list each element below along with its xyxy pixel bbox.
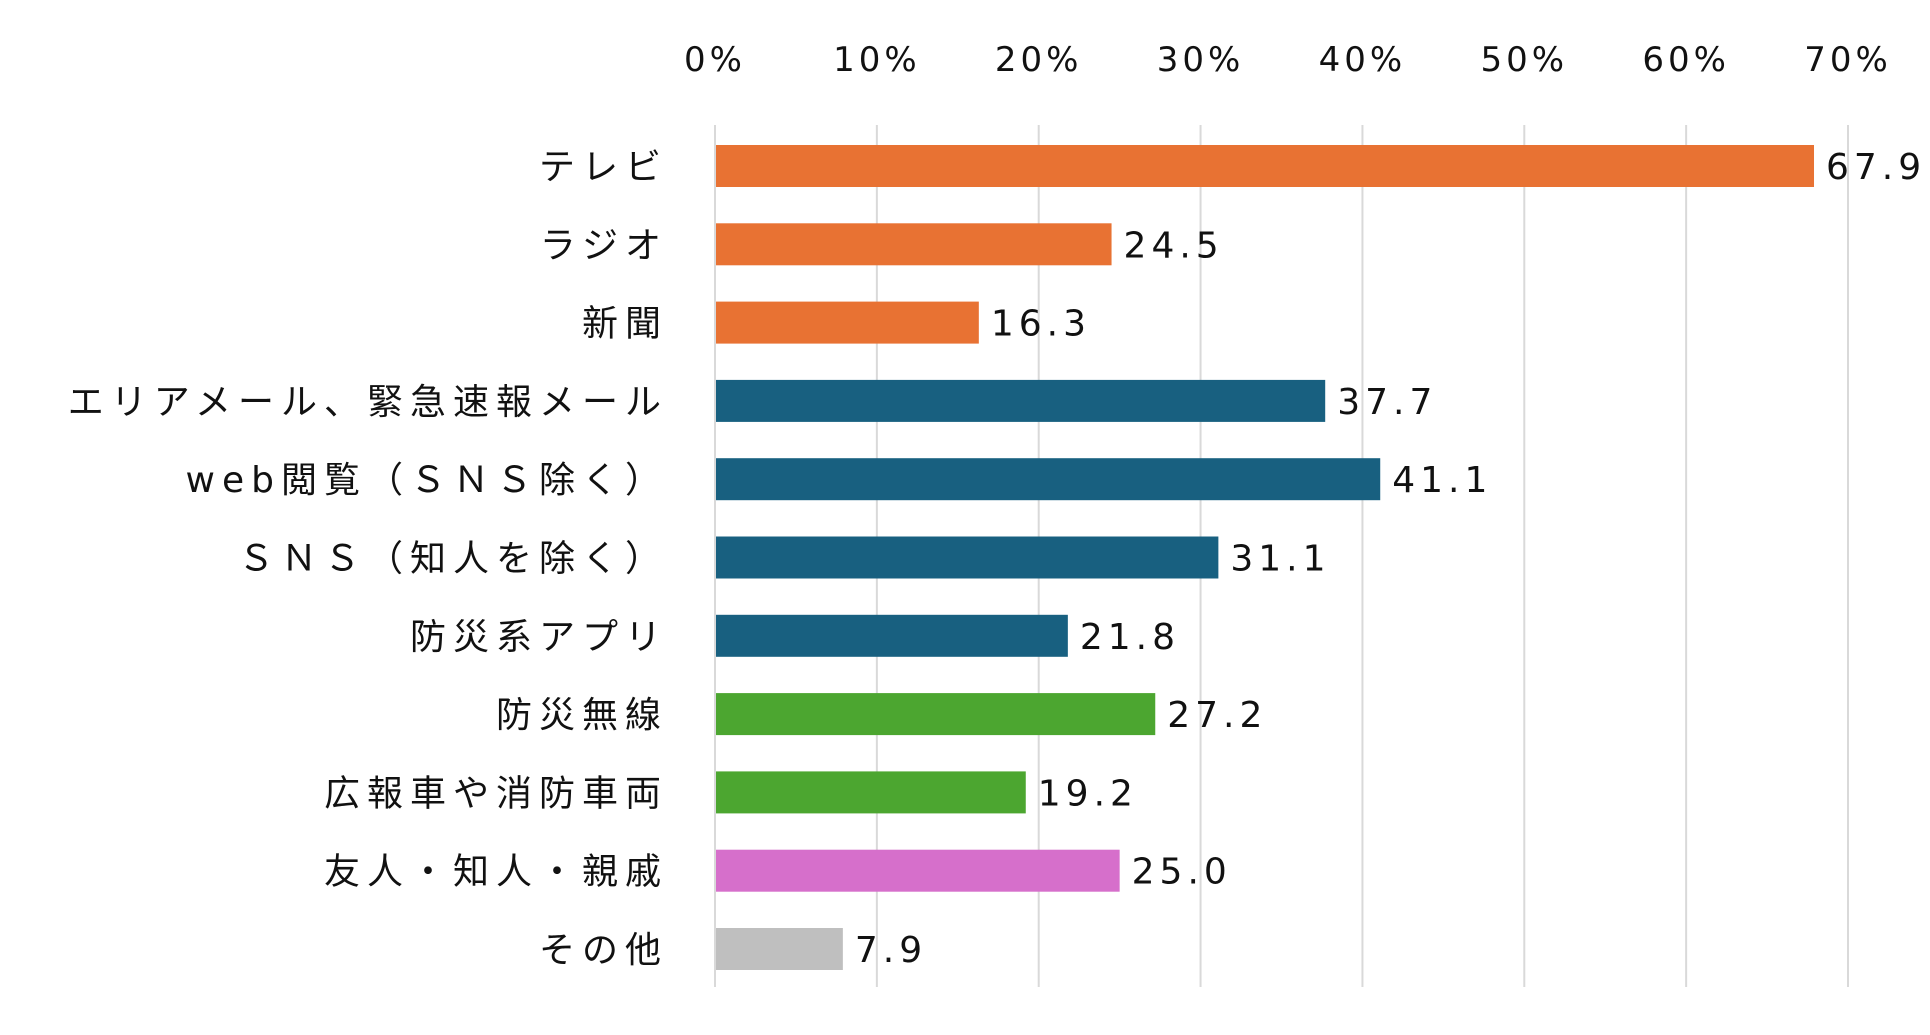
bars <box>716 145 1815 970</box>
x-tick-label: 0% <box>684 40 746 80</box>
bar <box>716 536 1219 579</box>
bar <box>716 771 1026 814</box>
bar <box>716 223 1112 266</box>
x-tick-label: 60% <box>1642 40 1730 80</box>
bar <box>716 693 1156 736</box>
x-tick-label: 20% <box>995 40 1083 80</box>
value-label: 37.7 <box>1337 382 1437 423</box>
value-label: 24.5 <box>1124 225 1224 266</box>
x-axis-ticks: 0% 10% 20% 30% 40% 50% 60% 70% <box>684 40 1892 80</box>
bar <box>716 849 1120 892</box>
bar <box>716 379 1326 422</box>
category-label: 防災無線 <box>496 695 668 736</box>
category-label: 友人・知人・親戚 <box>324 852 668 893</box>
x-tick-label: 50% <box>1480 40 1568 80</box>
x-tick-label: 10% <box>833 40 921 80</box>
value-label: 67.9 <box>1826 147 1926 188</box>
value-label: 31.1 <box>1230 539 1330 580</box>
bar <box>716 614 1068 657</box>
value-label: 25.0 <box>1132 852 1232 893</box>
value-label: 21.8 <box>1080 617 1180 658</box>
value-label: 27.2 <box>1167 695 1267 736</box>
value-label: 41.1 <box>1392 460 1492 501</box>
bar <box>716 301 979 344</box>
category-label: ＳＮＳ（知人を除く） <box>238 539 668 580</box>
category-label: 新聞 <box>582 304 668 345</box>
bar <box>716 458 1381 501</box>
category-label: エリアメール、緊急速報メール <box>68 382 668 423</box>
bar <box>716 145 1815 187</box>
value-label: 19.2 <box>1038 773 1138 814</box>
value-label: 7.9 <box>855 930 927 971</box>
x-tick-label: 70% <box>1804 40 1892 80</box>
category-label: web閲覧（ＳＮＳ除く） <box>186 460 668 501</box>
category-label: 防災系アプリ <box>410 617 668 658</box>
category-label: その他 <box>539 930 668 971</box>
category-label: 広報車や消防車両 <box>324 773 668 814</box>
value-labels: 67.9 24.5 16.3 37.7 41.1 31.1 21.8 27.2 19.2 25.0… <box>855 147 1926 971</box>
value-label: 16.3 <box>991 304 1091 345</box>
category-label: ラジオ <box>540 225 668 266</box>
x-tick-label: 40% <box>1319 40 1407 80</box>
x-tick-label: 30% <box>1157 40 1245 80</box>
bar <box>716 928 843 970</box>
category-label: テレビ <box>539 147 668 188</box>
